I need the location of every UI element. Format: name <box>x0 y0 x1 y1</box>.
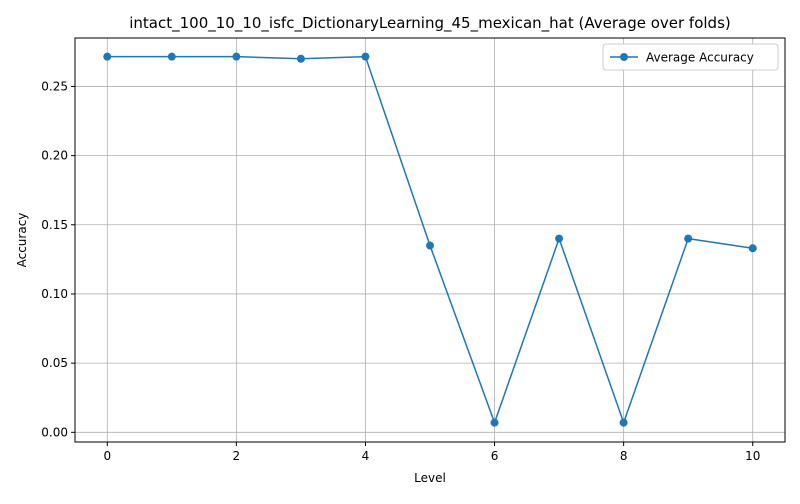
x-tick-label: 8 <box>620 449 628 463</box>
series-layer <box>103 52 757 427</box>
legend: Average Accuracy <box>602 43 779 71</box>
legend-box <box>602 43 779 71</box>
data-point <box>426 241 434 250</box>
y-axis-label: Accuracy <box>15 213 29 268</box>
x-axis-ticks: 0 2 4 6 8 10 <box>103 442 760 463</box>
data-point <box>684 234 693 243</box>
data-point <box>232 52 241 61</box>
y-tick-label: 0.20 <box>41 149 68 163</box>
plot-frame <box>74 37 786 443</box>
data-point <box>555 234 564 243</box>
y-tick-label: 0.25 <box>41 79 68 93</box>
y-tick-label: 0.10 <box>41 287 68 301</box>
data-point <box>361 52 370 61</box>
grid <box>75 38 785 442</box>
data-point <box>296 54 305 63</box>
y-tick-label: 0.15 <box>41 218 68 232</box>
x-tick-label: 0 <box>103 449 111 463</box>
data-point <box>619 418 628 427</box>
data-point <box>167 52 176 61</box>
y-axis-ticks: 0.00 0.05 0.10 0.15 0.20 0.25 <box>41 79 75 439</box>
x-tick-label: 10 <box>745 449 760 463</box>
x-axis-label: Level <box>414 471 446 485</box>
data-point <box>748 244 757 253</box>
x-tick-label: 2 <box>233 449 241 463</box>
data-point <box>490 418 499 427</box>
data-point <box>103 52 112 61</box>
legend-entry-average-accuracy: Average Accuracy <box>646 51 754 65</box>
x-tick-label: 4 <box>362 449 370 463</box>
y-tick-label: 0.05 <box>41 356 68 370</box>
x-tick-label: 6 <box>491 449 499 463</box>
chart-title: intact_100_10_10_isfc_DictionaryLearning… <box>129 14 731 33</box>
y-tick-label: 0.00 <box>41 425 68 439</box>
legend-marker-swatch <box>620 53 628 61</box>
